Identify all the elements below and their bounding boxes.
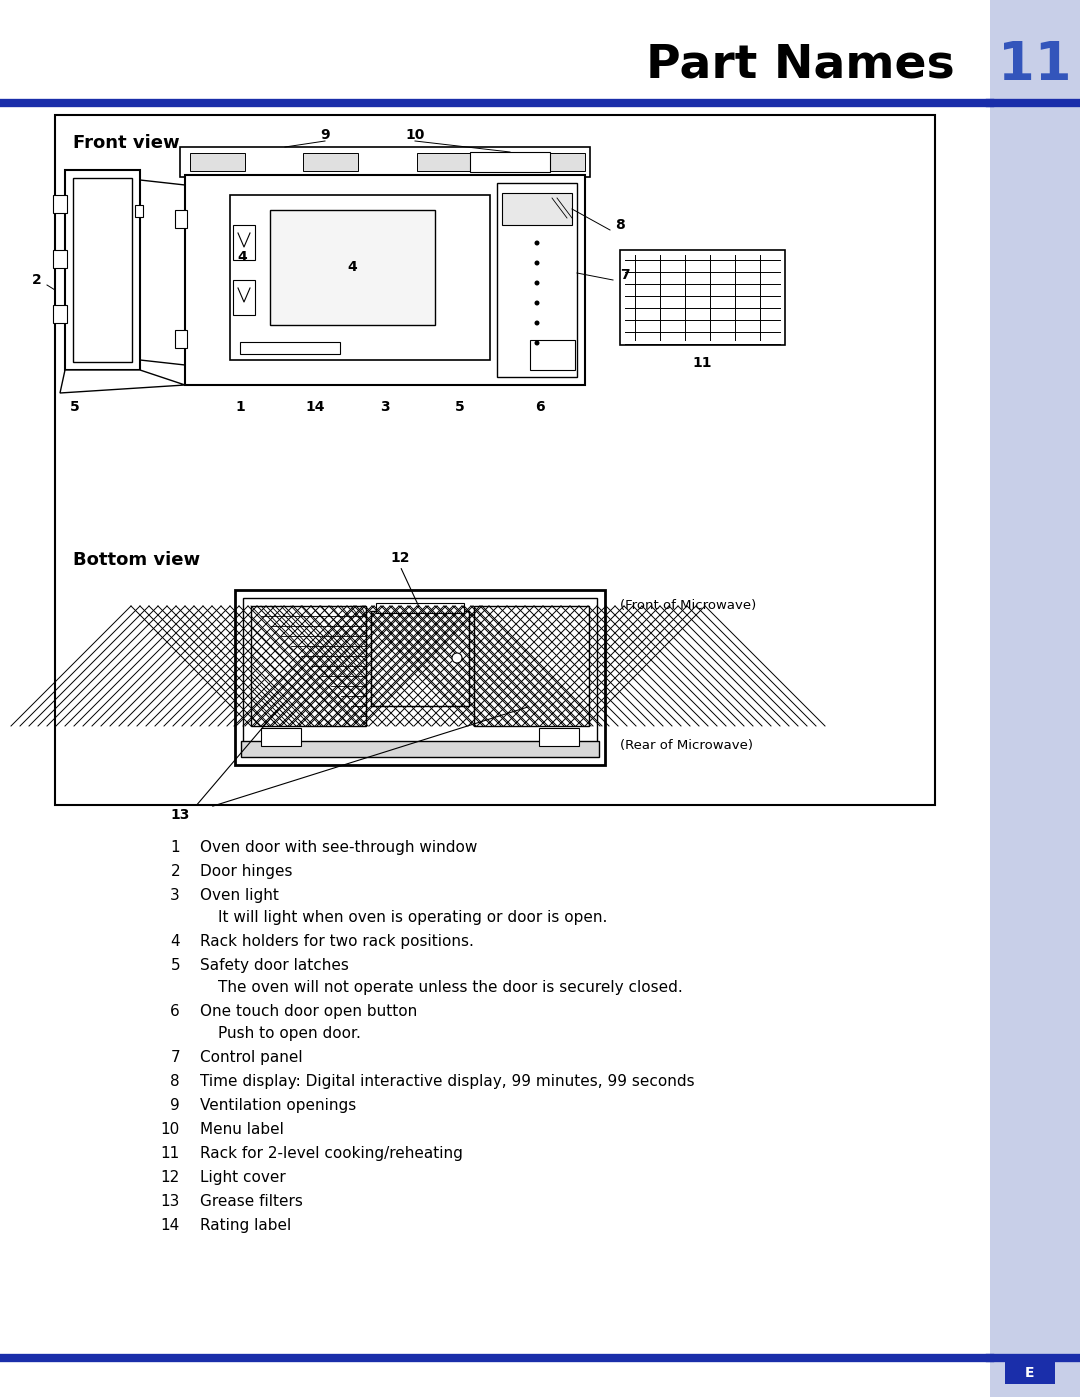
Circle shape	[535, 281, 540, 285]
Text: 8: 8	[616, 218, 625, 232]
Bar	[233, 225, 255, 260]
Text: Push to open door.: Push to open door.	[218, 1025, 361, 1041]
Text: 5: 5	[70, 400, 80, 414]
Bar	[376, 604, 464, 613]
Bar	[73, 177, 132, 362]
Bar	[241, 740, 599, 757]
Text: 9: 9	[171, 1098, 180, 1113]
Bar	[1005, 1362, 1055, 1384]
Bar	[539, 728, 579, 746]
Bar	[990, 0, 1080, 1397]
Text: 1: 1	[235, 400, 245, 414]
Bar	[235, 590, 605, 766]
Bar	[53, 196, 67, 212]
Text: (Rear of Microwave): (Rear of Microwave)	[620, 739, 753, 752]
Text: Ventilation openings: Ventilation openings	[200, 1098, 356, 1113]
Text: The oven will not operate unless the door is securely closed.: The oven will not operate unless the doo…	[218, 981, 683, 995]
Bar	[175, 210, 187, 228]
Text: Rack holders for two rack positions.: Rack holders for two rack positions.	[200, 935, 474, 949]
Bar	[474, 606, 589, 726]
Text: 1: 1	[171, 840, 180, 855]
Text: 11: 11	[998, 39, 1071, 91]
Text: E: E	[1025, 1366, 1035, 1380]
Bar	[180, 147, 590, 177]
Text: Front view: Front view	[73, 134, 179, 152]
Text: 6: 6	[171, 1004, 180, 1018]
Text: 6: 6	[536, 400, 544, 414]
Bar	[251, 606, 366, 726]
Bar	[65, 170, 140, 370]
Bar	[185, 175, 585, 386]
Bar	[270, 210, 435, 326]
Bar	[497, 183, 577, 377]
Bar	[417, 154, 472, 170]
Text: Menu label: Menu label	[200, 1122, 284, 1137]
Polygon shape	[60, 370, 185, 393]
Bar	[53, 305, 67, 323]
Text: Rating label: Rating label	[200, 1218, 292, 1234]
Bar	[303, 154, 359, 170]
Bar	[470, 152, 550, 172]
Text: 13: 13	[171, 807, 190, 821]
Text: 10: 10	[405, 129, 424, 142]
Bar	[620, 250, 785, 345]
Text: 3: 3	[171, 888, 180, 902]
Text: 14: 14	[306, 400, 325, 414]
Text: Safety door latches: Safety door latches	[200, 958, 349, 972]
Bar	[55, 115, 935, 805]
Text: 12: 12	[161, 1171, 180, 1185]
Bar	[135, 205, 143, 217]
Text: 4: 4	[347, 260, 356, 274]
Bar	[261, 728, 301, 746]
Bar	[530, 339, 575, 370]
Text: Door hinges: Door hinges	[200, 863, 293, 879]
Bar	[240, 342, 340, 353]
Circle shape	[535, 260, 540, 265]
Text: 2: 2	[171, 863, 180, 879]
Text: 12: 12	[390, 550, 409, 564]
Text: Oven door with see-through window: Oven door with see-through window	[200, 840, 477, 855]
Bar	[243, 598, 597, 743]
Circle shape	[535, 300, 540, 306]
Circle shape	[535, 341, 540, 345]
Text: Oven light: Oven light	[200, 888, 279, 902]
Text: Part Names: Part Names	[646, 42, 955, 88]
Bar	[502, 193, 572, 225]
Text: Time display: Digital interactive display, 99 minutes, 99 seconds: Time display: Digital interactive displa…	[200, 1074, 694, 1090]
Bar	[175, 330, 187, 348]
Text: 7: 7	[171, 1051, 180, 1065]
Text: 5: 5	[455, 400, 464, 414]
Circle shape	[535, 320, 540, 326]
Text: Rack for 2-level cooking/reheating: Rack for 2-level cooking/reheating	[200, 1146, 463, 1161]
Text: Bottom view: Bottom view	[73, 550, 200, 569]
Circle shape	[453, 652, 462, 664]
Text: 11: 11	[161, 1146, 180, 1161]
Bar	[53, 250, 67, 268]
Text: 8: 8	[171, 1074, 180, 1090]
Text: 4: 4	[171, 935, 180, 949]
Text: Control panel: Control panel	[200, 1051, 302, 1065]
Bar	[233, 279, 255, 314]
Bar	[230, 196, 490, 360]
Text: 7: 7	[620, 268, 630, 282]
Bar	[530, 154, 585, 170]
Text: (Front of Microwave): (Front of Microwave)	[620, 598, 756, 612]
Text: 10: 10	[161, 1122, 180, 1137]
Text: 2: 2	[32, 272, 42, 286]
Text: 4: 4	[238, 250, 247, 264]
Text: It will light when oven is operating or door is open.: It will light when oven is operating or …	[218, 909, 607, 925]
Text: 3: 3	[380, 400, 390, 414]
Text: 5: 5	[171, 958, 180, 972]
Bar	[372, 610, 469, 705]
Circle shape	[535, 240, 540, 246]
Text: 9: 9	[320, 129, 329, 142]
Text: Grease filters: Grease filters	[200, 1194, 302, 1208]
Text: 14: 14	[161, 1218, 180, 1234]
Text: Light cover: Light cover	[200, 1171, 286, 1185]
Text: 11: 11	[692, 356, 712, 370]
Text: One touch door open button: One touch door open button	[200, 1004, 417, 1018]
Text: 13: 13	[161, 1194, 180, 1208]
Bar	[190, 154, 245, 170]
